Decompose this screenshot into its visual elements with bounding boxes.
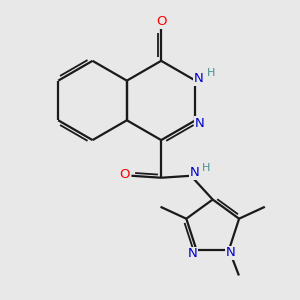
Text: H: H — [202, 163, 210, 173]
Text: N: N — [188, 247, 197, 260]
Text: O: O — [156, 15, 166, 28]
Text: N: N — [226, 246, 236, 259]
Text: N: N — [190, 166, 200, 179]
Text: N: N — [195, 117, 204, 130]
Text: H: H — [207, 68, 215, 78]
Text: O: O — [119, 168, 130, 181]
Text: N: N — [194, 72, 203, 85]
